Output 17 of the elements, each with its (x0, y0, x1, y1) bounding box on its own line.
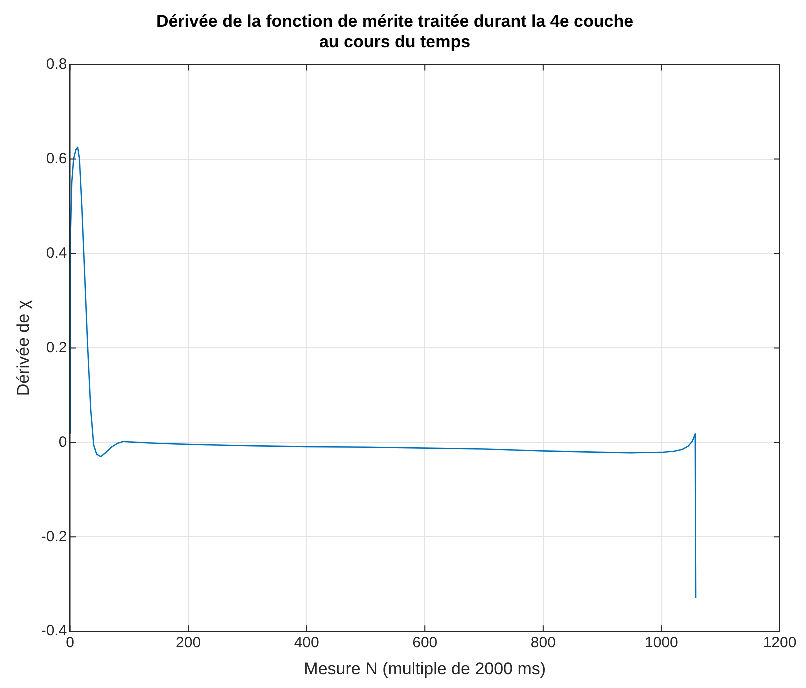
x-tick-label: 200 (176, 634, 202, 652)
y-tick-label: 0.8 (46, 56, 68, 73)
y-tick-label: 0 (58, 434, 68, 451)
y-tick-label: 0.2 (46, 339, 68, 356)
x-axis-title: Mesure N (multiple de 2000 ms) (304, 659, 546, 678)
text: Dérivée de la fonction de mérite traitée durant la 4e couche (156, 12, 634, 31)
x-tick-label: 400 (294, 634, 320, 652)
y-tick-label: -0.4 (41, 622, 68, 640)
text: au cours du temps (319, 32, 471, 52)
y-tick-label: -0.2 (41, 528, 68, 546)
x-tick-label: 1200 (763, 634, 797, 652)
x-tick-label: 600 (412, 634, 438, 652)
x-tick-label: 800 (530, 634, 556, 652)
y-tick-label: 0.6 (46, 150, 68, 168)
y-axis-title: Dérivée de χ (14, 300, 33, 396)
y-tick-label: 0.4 (46, 244, 68, 262)
x-tick-label: 1000 (645, 634, 678, 652)
